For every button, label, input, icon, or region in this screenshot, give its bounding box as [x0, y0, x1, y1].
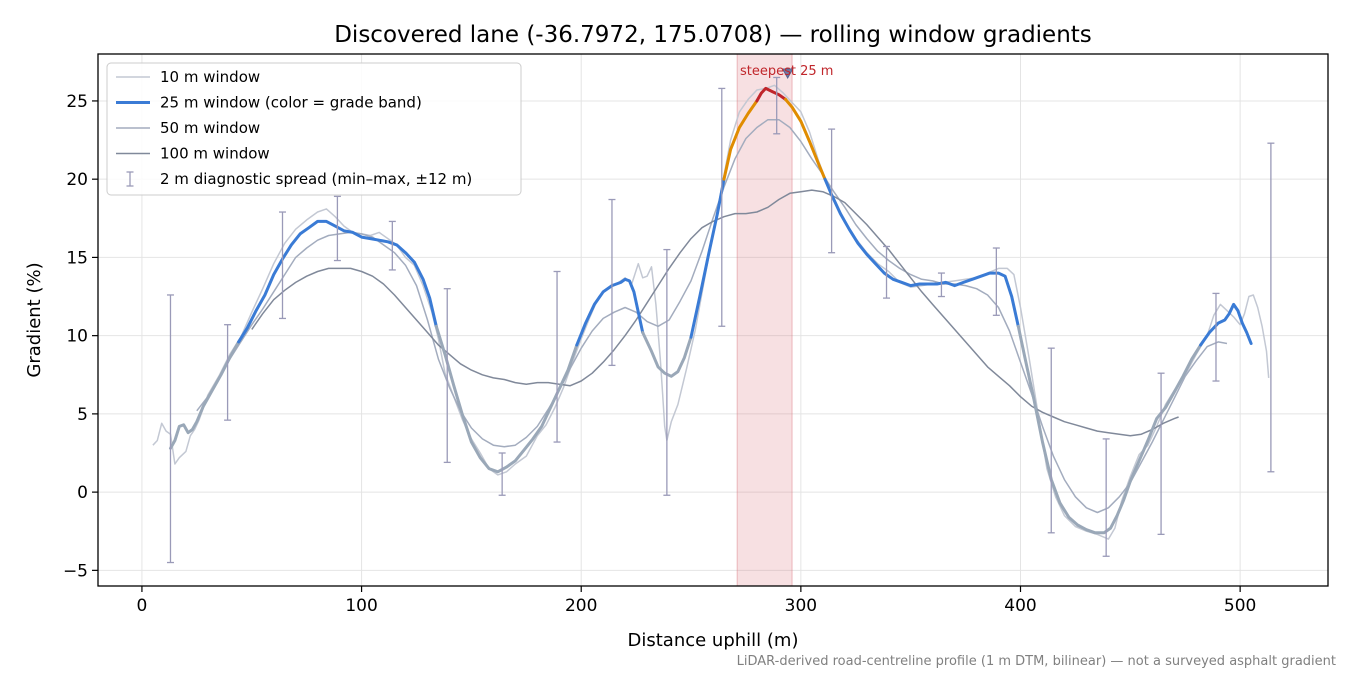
- legend-entry-errorbar: 2 m diagnostic spread (min–max, ±12 m): [160, 170, 472, 188]
- series-25m-segment: [575, 277, 645, 347]
- series-25m-segment: [755, 86, 787, 103]
- series-25m-segment: [237, 219, 438, 344]
- x-tick-label: 100: [345, 596, 377, 616]
- series-25m-segment: [784, 97, 827, 181]
- legend-entry-10m: 10 m window: [160, 68, 260, 86]
- x-tick-label: 300: [785, 596, 817, 616]
- series-lines: [152, 68, 1270, 540]
- x-axis-ticks: 0 100 200 300 400 500: [137, 586, 1256, 616]
- y-tick-label: 0: [77, 483, 88, 503]
- legend-entry-100m: 100 m window: [160, 145, 270, 163]
- peak-marker: [781, 68, 794, 80]
- x-tick-label: 400: [1004, 596, 1036, 616]
- series-25m-segment: [169, 340, 241, 450]
- series-25m-segment: [823, 177, 1020, 328]
- series-100m-line: [251, 189, 1179, 437]
- x-axis-label: Distance uphill (m): [628, 630, 799, 651]
- legend-entry-50m: 50 m window: [160, 119, 260, 137]
- chart-title: Discovered lane (-36.7972, 175.0708) — r…: [334, 22, 1092, 48]
- steepest-label: steepest 25 m: [740, 64, 833, 79]
- error-bars: [166, 76, 1275, 564]
- y-tick-label: 15: [66, 248, 88, 268]
- y-tick-label: 20: [66, 170, 88, 190]
- legend: 10 m window 25 m window (color = grade ba…: [106, 62, 522, 196]
- y-tick-label: 5: [77, 405, 88, 425]
- series-10m-line: [152, 84, 1270, 540]
- y-axis-label: Gradient (%): [24, 262, 45, 377]
- legend-box: [106, 62, 522, 196]
- series-25m-segment: [434, 324, 579, 474]
- legend-entry-25m: 25 m window (color = grade band): [160, 94, 422, 112]
- series-25m-segment: [1199, 302, 1253, 347]
- series-25m-segment: [722, 99, 759, 181]
- x-tick-label: 200: [565, 596, 597, 616]
- plot-frame: [97, 53, 1329, 587]
- series-25m-segment: [689, 177, 726, 339]
- steepest-band-rect: [736, 53, 793, 587]
- series-50m-line: [196, 118, 1228, 514]
- series-25m-segment: [1016, 324, 1203, 535]
- x-tick-label: 0: [137, 596, 148, 616]
- y-tick-label: 25: [66, 92, 88, 112]
- steepest-band: [736, 53, 793, 587]
- y-tick-label: 10: [66, 327, 88, 347]
- x-tick-label: 500: [1224, 596, 1256, 616]
- series-25m-segment: [641, 331, 693, 378]
- footnote: LiDAR-derived road-centreline profile (1…: [737, 654, 1336, 669]
- y-axis-ticks: −5 0 5 10 15 20 25: [63, 92, 98, 581]
- y-tick-label: −5: [63, 561, 88, 581]
